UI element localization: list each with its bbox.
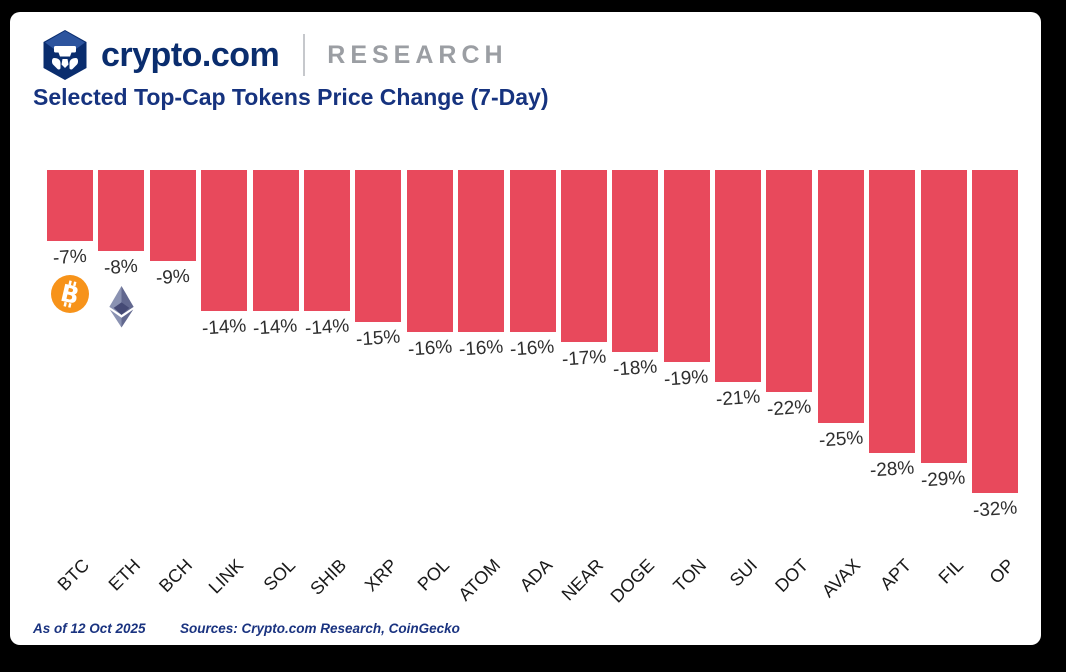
- bar-column-btc: -7% B BTC: [47, 170, 93, 610]
- bar-column-sol: -14% SOL: [252, 170, 299, 610]
- sources-note: Sources: Crypto.com Research, CoinGecko: [180, 621, 460, 636]
- research-label: RESEARCH: [327, 40, 508, 69]
- bar: [817, 170, 864, 423]
- svg-text:B: B: [58, 279, 82, 310]
- x-tick-label: XRP: [361, 555, 402, 596]
- x-tick-label: FIL: [934, 555, 967, 588]
- bar: [560, 170, 607, 342]
- report-card: crypto.com RESEARCH Selected Top-Cap Tok…: [10, 12, 1041, 645]
- as-of-date: As of 12 Oct 2025: [33, 621, 146, 636]
- crypto-com-logo-icon: [43, 30, 87, 80]
- x-tick-label: ETH: [104, 555, 145, 595]
- bar-value-label: -22%: [766, 396, 813, 421]
- bar-column-shib: -14% SHIB: [303, 170, 351, 610]
- bar-column-apt: -28% APT: [869, 170, 915, 610]
- x-tick-label: NEAR: [557, 555, 608, 605]
- bar-column-dot: -22% DOT: [766, 170, 813, 610]
- bar-column-ton: -19% TON: [663, 170, 710, 610]
- bar: [201, 170, 248, 311]
- x-tick-label: TON: [669, 555, 710, 596]
- bar-column-near: -17% NEAR: [557, 170, 608, 610]
- bar: [252, 170, 299, 311]
- x-tick-label: DOGE: [606, 555, 659, 607]
- x-tick-label: SUI: [725, 555, 762, 591]
- header-divider: [303, 34, 306, 76]
- bar-column-ada: -16% ADA: [509, 170, 556, 610]
- bar-column-avax: -25% AVAX: [818, 170, 864, 610]
- bar: [663, 170, 710, 362]
- bar: [715, 170, 762, 382]
- bar-column-fil: -29% FIL: [920, 170, 967, 610]
- x-tick-label: AVAX: [817, 555, 864, 602]
- bar-value-label: -21%: [715, 386, 761, 411]
- bar-column-eth: -8% ETH: [98, 170, 145, 610]
- ethereum-icon: [109, 286, 134, 328]
- x-tick-label: ADA: [515, 555, 556, 596]
- bar-chart: -7% B BTC -8% ETH -9% BCH -14% LINK -14% SOL -14…: [47, 170, 1018, 620]
- bar-column-bch: -9% BCH: [149, 170, 196, 610]
- x-tick-label: POL: [413, 555, 453, 595]
- x-tick-label: LINK: [204, 555, 248, 598]
- bar: [612, 170, 659, 352]
- bar-column-op: -32% OP: [972, 170, 1018, 610]
- x-tick-label: BCH: [154, 555, 196, 597]
- x-tick-label: APT: [876, 555, 916, 594]
- bar-column-doge: -18% DOGE: [607, 170, 659, 610]
- bar: [972, 170, 1018, 493]
- bar: [355, 170, 402, 322]
- bar-value-label: -25%: [817, 427, 864, 452]
- bar-value-label: -14%: [252, 315, 299, 340]
- bar-column-xrp: -15% XRP: [355, 170, 401, 610]
- bar-value-label: -32%: [972, 497, 1018, 522]
- brand-wordmark: crypto.com: [101, 35, 280, 74]
- x-tick-label: ATOM: [454, 555, 505, 605]
- x-tick-label: SHIB: [306, 555, 351, 599]
- header: crypto.com RESEARCH: [40, 28, 508, 82]
- bar: [149, 170, 196, 261]
- x-tick-label: DOT: [771, 555, 813, 597]
- bar-value-label: -8%: [103, 255, 139, 280]
- bar: [509, 170, 556, 332]
- bar-column-atom: -16% ATOM: [454, 170, 505, 610]
- bar-value-label: -18%: [612, 356, 659, 381]
- bar: [458, 170, 505, 332]
- chart-title: Selected Top-Cap Tokens Price Change (7-…: [33, 84, 549, 110]
- bar: [920, 170, 967, 463]
- bar: [47, 170, 93, 241]
- bar-value-label: -17%: [560, 346, 607, 371]
- bar-value-label: -29%: [920, 467, 967, 492]
- bar-column-sui: -21% SUI: [715, 170, 761, 610]
- bar-value-label: -16%: [406, 336, 453, 361]
- bar-value-label: -16%: [458, 336, 504, 361]
- x-tick-label: BTC: [53, 555, 94, 595]
- bar: [766, 170, 813, 392]
- bar: [869, 170, 916, 453]
- bar-value-label: -9%: [155, 265, 191, 290]
- bar-value-label: -15%: [355, 326, 402, 351]
- bar: [303, 170, 350, 311]
- bar-column-link: -14% LINK: [201, 170, 247, 610]
- x-tick-label: OP: [985, 555, 1019, 588]
- bar-value-label: -16%: [509, 336, 556, 361]
- bar-value-label: -14%: [304, 315, 350, 340]
- bar-value-label: -28%: [869, 457, 916, 482]
- bar-value-label: -7%: [52, 245, 88, 270]
- x-tick-label: SOL: [259, 555, 299, 595]
- bar-column-pol: -16% POL: [406, 170, 453, 610]
- bar: [406, 170, 453, 332]
- bar-value-label: -19%: [663, 366, 710, 391]
- bar: [98, 170, 145, 251]
- bitcoin-icon: B: [51, 275, 89, 313]
- bar-value-label: -14%: [201, 315, 247, 340]
